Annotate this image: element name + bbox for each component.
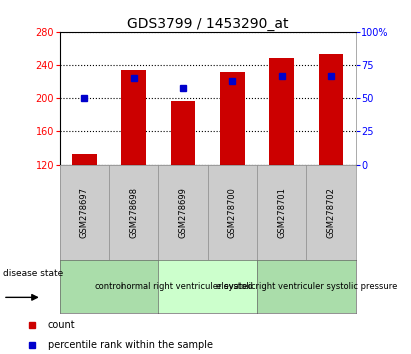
Text: percentile rank within the sample: percentile rank within the sample	[48, 340, 212, 350]
Text: count: count	[48, 320, 75, 330]
Text: normal right ventriculer systolic pressure: normal right ventriculer systolic pressu…	[120, 282, 295, 291]
Bar	[220, 72, 245, 165]
Text: control: control	[94, 282, 124, 291]
Text: GSM278701: GSM278701	[277, 187, 286, 238]
Text: GSM278700: GSM278700	[228, 187, 237, 238]
Bar	[72, 154, 97, 165]
Text: GSM278697: GSM278697	[80, 187, 89, 238]
Bar	[319, 54, 343, 165]
Text: disease state: disease state	[3, 269, 63, 278]
Text: GSM278698: GSM278698	[129, 187, 138, 238]
Title: GDS3799 / 1453290_at: GDS3799 / 1453290_at	[127, 17, 288, 31]
Text: GSM278699: GSM278699	[178, 187, 187, 238]
Bar	[121, 70, 146, 165]
Text: GSM278702: GSM278702	[326, 187, 335, 238]
Bar	[171, 101, 195, 165]
Bar	[269, 58, 294, 165]
Text: elevated right ventriculer systolic pressure: elevated right ventriculer systolic pres…	[215, 282, 397, 291]
